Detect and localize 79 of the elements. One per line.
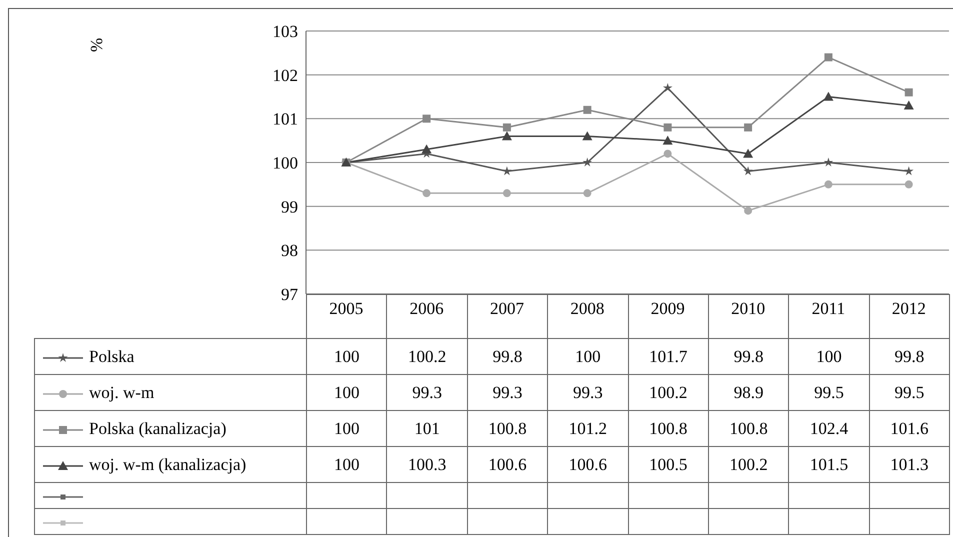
data-label: 101.2 xyxy=(548,410,628,446)
point xyxy=(662,82,672,92)
x-tick-label: 2009 xyxy=(650,299,685,318)
data-label: 100 xyxy=(306,410,387,446)
point xyxy=(662,136,673,145)
data-label: 101.7 xyxy=(628,338,708,374)
point xyxy=(583,189,592,198)
data-label: 101.3 xyxy=(869,446,950,482)
data-label: 100.6 xyxy=(467,446,548,482)
data-label: 99.3 xyxy=(386,374,468,410)
data-label: 99.8 xyxy=(467,338,548,374)
point xyxy=(743,166,753,176)
point xyxy=(502,189,511,198)
data-label: 99.8 xyxy=(869,338,950,374)
point xyxy=(904,166,914,176)
data-label: 100.2 xyxy=(628,374,708,410)
legend-label: woj. w-m (kanalizacja) xyxy=(89,454,246,474)
point xyxy=(744,206,752,215)
legend-label: Polska xyxy=(89,346,134,366)
y-tick-label: 100 xyxy=(272,154,298,173)
y-tick-label: 98 xyxy=(281,241,298,260)
point xyxy=(422,114,431,123)
data-label: 100 xyxy=(306,374,387,410)
point xyxy=(743,148,754,158)
y-tick-label: 99 xyxy=(281,197,298,216)
legend-label: Polska (kanalizacja) xyxy=(89,418,226,438)
data-label: 102.4 xyxy=(788,410,870,446)
x-tick-label: 2010 xyxy=(731,299,766,318)
point xyxy=(823,92,834,101)
data-label: 99.5 xyxy=(869,374,950,410)
y-tick-label: 103 xyxy=(272,22,298,42)
x-tick-label: 2005 xyxy=(329,299,364,318)
data-label: 100.5 xyxy=(628,446,708,482)
data-label: 100.2 xyxy=(708,446,789,482)
text: % xyxy=(86,38,106,52)
point xyxy=(582,158,592,167)
point xyxy=(904,180,913,188)
point xyxy=(502,166,512,176)
point xyxy=(904,100,914,110)
data-label: 99.5 xyxy=(788,374,870,410)
point xyxy=(824,158,834,167)
data-label: 100.2 xyxy=(386,338,468,374)
data-label: 100.3 xyxy=(386,446,468,482)
legend-label: woj. w-m xyxy=(89,382,154,402)
point xyxy=(502,123,511,132)
data-label: 99.3 xyxy=(548,374,628,410)
x-tick-label: 2008 xyxy=(570,299,604,318)
data-label: 99.8 xyxy=(708,338,789,374)
point xyxy=(583,106,592,114)
point xyxy=(664,123,672,132)
point xyxy=(744,123,752,132)
data-label: 101 xyxy=(386,410,468,446)
point xyxy=(422,189,431,198)
x-tick-label: 2012 xyxy=(892,299,926,318)
data-label: 98.9 xyxy=(708,374,789,410)
y-tick-label: 97 xyxy=(281,285,298,304)
y-tick-label: 102 xyxy=(272,66,298,85)
data-label: 99.3 xyxy=(467,374,548,410)
data-label: 100 xyxy=(306,338,387,374)
point xyxy=(824,53,832,62)
data-label: 101.5 xyxy=(788,446,870,482)
point xyxy=(502,131,512,140)
data-label: 100.8 xyxy=(467,410,548,446)
data-label: 100 xyxy=(788,338,870,374)
point xyxy=(664,150,672,158)
x-tick-label: 2007 xyxy=(490,299,524,318)
x-tick-label: 2006 xyxy=(410,299,444,318)
data-label: 100 xyxy=(306,446,387,482)
point xyxy=(824,180,832,188)
x-tick-label: 2011 xyxy=(812,299,846,318)
point xyxy=(904,88,913,96)
y-tick-label: 101 xyxy=(272,110,298,129)
data-label: 100.6 xyxy=(548,446,628,482)
data-label: 101.6 xyxy=(869,410,950,446)
data-label: 100.8 xyxy=(708,410,789,446)
data-label: 100 xyxy=(548,338,628,374)
data-label: 100.8 xyxy=(628,410,708,446)
point xyxy=(582,131,592,140)
point xyxy=(422,144,432,154)
